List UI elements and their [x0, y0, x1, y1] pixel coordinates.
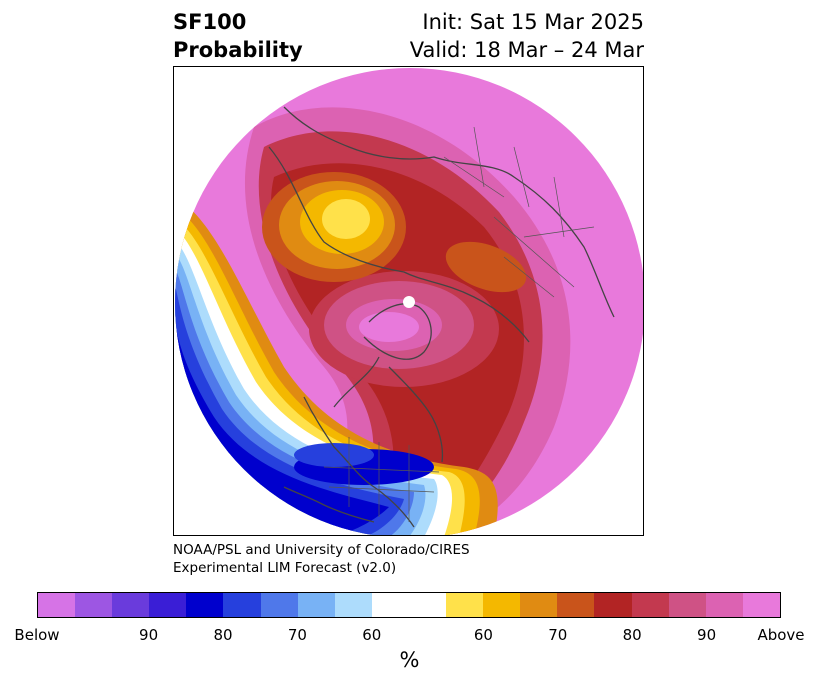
colorbar-segment-below-4: [186, 593, 224, 617]
init-date: Init: Sat 15 Mar 2025: [422, 10, 644, 34]
coastlines: [268, 106, 615, 528]
colorbar-segment-below-8: [334, 593, 372, 617]
colorbar-segment-above-0: [446, 593, 484, 617]
colorbar-unit: %: [399, 648, 420, 672]
colorbar-segment-below-2: [112, 593, 150, 617]
probability-map: [175, 68, 643, 535]
title-left: SF100 Probability: [173, 8, 303, 64]
map-panel: [173, 66, 644, 536]
map-disk: [175, 68, 643, 535]
colorbar-ticks: Below 90 80 70 60 60 70 80 90 Above: [0, 626, 819, 646]
colorbar-tick-label: 60: [362, 626, 382, 644]
colorbar-segment-above-4: [594, 593, 632, 617]
colorbar-segment-below-5: [223, 593, 261, 617]
colorbar-segment-below-7: [297, 593, 335, 617]
colorbar-segment-below-3: [149, 593, 187, 617]
colorbar-segment-above-6: [668, 593, 706, 617]
title-quantity: Probability: [173, 38, 303, 62]
colorbar-segment-neutral: [371, 593, 447, 617]
colorbar-tick-label: 70: [548, 626, 568, 644]
borders: [323, 126, 595, 522]
credit: NOAA/PSL and University of Colorado/CIRE…: [173, 541, 470, 577]
colorbar-tick-label: 80: [213, 626, 233, 644]
credit-line-1: NOAA/PSL and University of Colorado/CIRE…: [173, 542, 470, 558]
colorbar-segment-above-8: [742, 593, 780, 617]
valid-range: Valid: 18 Mar – 24 Mar: [409, 38, 644, 62]
colorbar-tick-label: 90: [139, 626, 159, 644]
title-right: Init: Sat 15 Mar 2025 Valid: 18 Mar – 24…: [410, 8, 644, 64]
colorbar: [37, 592, 781, 618]
colorbar-segment-above-2: [520, 593, 558, 617]
colorbar-segment-above-7: [705, 593, 743, 617]
colorbar-tick-label: Below: [14, 626, 60, 644]
title-variable: SF100: [173, 10, 247, 34]
pole-hole: [403, 296, 415, 308]
colorbar-segment-above-3: [557, 593, 595, 617]
colorbar-segment-above-5: [631, 593, 669, 617]
colorbar-tick-label: 60: [473, 626, 493, 644]
colorbar-segment-below-6: [260, 593, 298, 617]
colorbar-tick-label: Above: [757, 626, 805, 644]
colorbar-tick-label: 80: [622, 626, 642, 644]
credit-line-2: Experimental LIM Forecast (v2.0): [173, 560, 397, 576]
colorbar-segment-below-0: [38, 593, 76, 617]
colorbar-segment-above-1: [483, 593, 521, 617]
colorbar-tick-label: 90: [697, 626, 717, 644]
colorbar-segment-below-1: [75, 593, 113, 617]
colorbar-tick-label: 70: [287, 626, 307, 644]
